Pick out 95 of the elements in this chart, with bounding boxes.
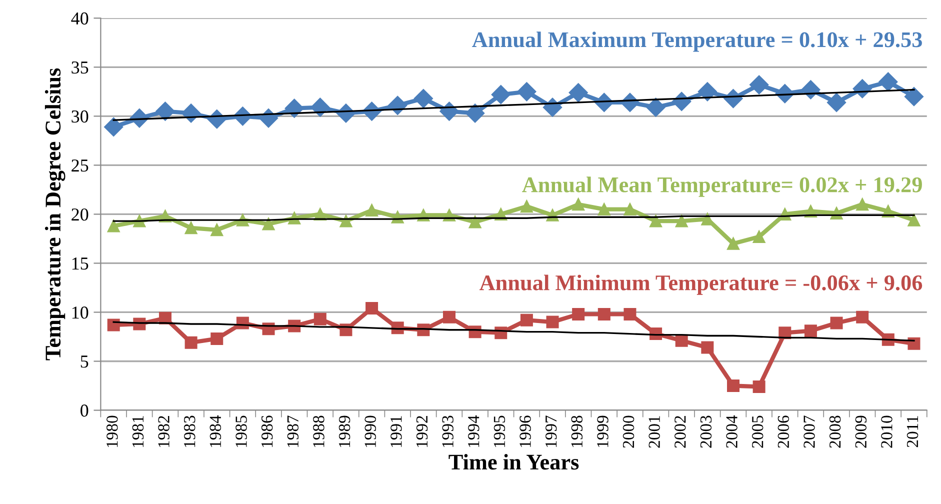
x-tick-label: 2005 <box>752 416 764 448</box>
x-tick-label: 2003 <box>700 416 712 448</box>
point <box>184 222 198 234</box>
point <box>210 224 224 236</box>
point <box>726 237 740 250</box>
point <box>598 308 610 320</box>
x-tick-label: 1997 <box>545 416 557 447</box>
x-tick-label: 1990 <box>364 416 376 447</box>
point <box>520 200 533 213</box>
point <box>520 314 533 326</box>
y-tick-label: 5 <box>80 356 88 368</box>
y-tick-label: 40 <box>71 12 88 25</box>
point <box>904 87 924 106</box>
y-tick-label: 20 <box>72 208 88 221</box>
point <box>210 332 224 345</box>
point <box>568 83 588 102</box>
point <box>804 324 817 338</box>
x-tick-label: 2010 <box>881 416 892 448</box>
point <box>624 203 636 216</box>
point <box>701 341 714 354</box>
x-tick-label: 1983 <box>184 416 196 447</box>
y-axis-title: Temperature in Degree Celsius <box>44 68 66 360</box>
x-tick-label: 1987 <box>287 416 298 447</box>
x-tick-label: 1989 <box>338 416 350 447</box>
point <box>598 203 610 216</box>
point <box>878 72 898 92</box>
point <box>830 316 843 330</box>
point <box>572 308 585 320</box>
x-tick-label: 1994 <box>468 415 480 447</box>
x-tick-label: 1988 <box>313 416 324 447</box>
point <box>752 230 766 243</box>
point <box>156 102 175 121</box>
point <box>366 204 378 217</box>
point <box>104 117 124 136</box>
x-tick-label: 2008 <box>829 416 841 448</box>
y-tick-label: 25 <box>72 159 88 172</box>
x-tick-label: 2000 <box>622 416 634 448</box>
point <box>908 214 920 226</box>
x-tick-label: 1982 <box>158 416 170 447</box>
point <box>698 82 717 102</box>
x-tick-label: 1980 <box>106 416 118 447</box>
point <box>572 198 585 211</box>
y-tick-label: 35 <box>72 61 88 74</box>
point <box>650 214 662 228</box>
point <box>675 334 688 347</box>
x-tick-label: 1999 <box>597 416 608 447</box>
y-tick-label: 10 <box>72 306 88 319</box>
annotation: Annual Mean Temperature= 0.02x + 19.29 <box>522 176 922 197</box>
x-tick-label: 2007 <box>804 416 815 448</box>
x-tick-label: 2002 <box>674 416 686 448</box>
x-tick-label: 1986 <box>261 416 273 447</box>
point <box>624 308 636 320</box>
point <box>107 220 120 232</box>
x-tick-label: 2004 <box>726 415 738 448</box>
point <box>340 214 352 228</box>
point <box>366 302 378 315</box>
point <box>750 75 769 94</box>
x-tick-label: 1992 <box>416 416 428 447</box>
point <box>856 198 869 211</box>
point <box>908 337 920 350</box>
x-tick-label: 1984 <box>210 415 222 447</box>
point <box>726 380 740 392</box>
point <box>468 216 482 228</box>
y-tick-label: 15 <box>72 258 88 270</box>
point <box>646 98 666 117</box>
x-tick-label: 2009 <box>855 416 867 448</box>
point <box>826 92 846 112</box>
x-tick-label: 1985 <box>236 416 247 447</box>
point <box>546 316 559 328</box>
point <box>752 380 766 393</box>
point <box>491 85 510 104</box>
y-tick-label: 30 <box>72 110 88 123</box>
x-tick-label: 1996 <box>520 416 531 447</box>
point <box>184 336 198 349</box>
point <box>466 104 485 123</box>
x-tick-label: 1981 <box>132 416 144 447</box>
x-tick-label: 2011 <box>906 416 918 448</box>
y-tick-label: 0 <box>80 404 88 417</box>
x-axis-title: Time in Years <box>448 454 579 470</box>
point <box>314 312 326 326</box>
x-tick-label: 1998 <box>571 416 583 447</box>
point <box>517 82 536 102</box>
point <box>442 310 456 324</box>
x-tick-label: 1995 <box>494 416 506 447</box>
point <box>262 218 275 230</box>
x-tick-label: 2001 <box>648 416 660 448</box>
point <box>414 88 433 108</box>
point <box>675 214 688 228</box>
annotation: Annual Maximum Temperature = 0.10x + 29.53 <box>472 32 922 52</box>
x-tick-label: 1993 <box>442 416 454 447</box>
point <box>107 318 120 332</box>
x-tick-label: 2006 <box>778 416 790 448</box>
x-tick-label: 1991 <box>390 416 402 447</box>
annotation: Annual Minimum Temperature = -0.06x + 9.06 <box>479 274 922 295</box>
point <box>856 310 869 324</box>
